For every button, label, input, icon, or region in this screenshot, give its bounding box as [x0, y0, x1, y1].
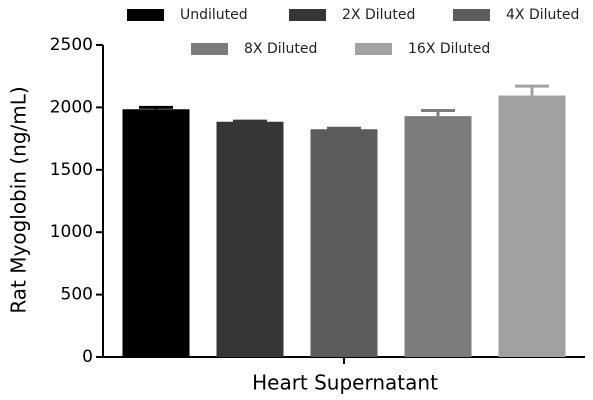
- y-tick-label: 0: [82, 347, 93, 367]
- error-bar: [233, 119, 267, 123]
- legend-label: 2X Diluted: [342, 7, 415, 23]
- bar: [404, 116, 472, 357]
- error-bar: [327, 126, 361, 130]
- error-bar: [139, 105, 173, 110]
- legend-swatch: [453, 9, 490, 21]
- legend-label: Undiluted: [180, 7, 248, 23]
- bar: [498, 95, 566, 357]
- legend-swatch: [355, 43, 392, 55]
- y-tick-label: 2000: [50, 97, 93, 117]
- error-bar: [515, 84, 549, 96]
- y-axis-label: Rat Myoglobin (ng/mL): [7, 86, 31, 313]
- y-tick-label: 1000: [50, 222, 93, 242]
- y-tick-label: 2500: [50, 35, 93, 55]
- legend-label: 16X Diluted: [408, 41, 490, 57]
- y-tick-label: 1500: [50, 160, 93, 180]
- legend-swatch: [289, 9, 326, 21]
- bar: [216, 121, 284, 357]
- legend-label: 4X Diluted: [506, 7, 579, 23]
- x-axis-label: Heart Supernatant: [252, 371, 438, 395]
- y-tick-label: 500: [61, 285, 93, 305]
- legend-label: 8X Diluted: [244, 41, 317, 57]
- bar: [310, 129, 378, 357]
- bar: [122, 109, 190, 357]
- error-bar: [421, 109, 455, 117]
- legend-swatch: [191, 43, 228, 55]
- legend-swatch: [127, 9, 164, 21]
